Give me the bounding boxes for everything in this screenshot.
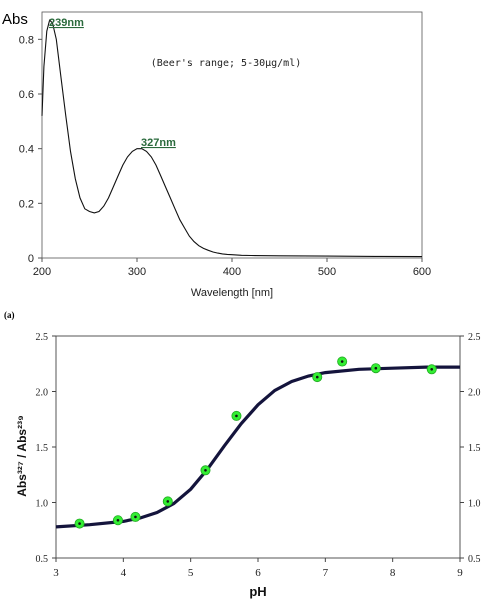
ph-data-point-center xyxy=(374,366,378,370)
ph-y-tick-label: 1.0 xyxy=(36,499,49,510)
ph-y-tick-label: 2.5 xyxy=(36,332,49,343)
ph-data-point-center xyxy=(430,368,434,371)
ph-data-point-center xyxy=(78,522,81,525)
ph-x-tick-label: 5 xyxy=(188,567,194,579)
ph-x-tick-label: 4 xyxy=(121,567,127,579)
ph-x-tick-label: 6 xyxy=(255,567,261,579)
absorbance-spectrum-line xyxy=(41,19,423,258)
ph-y2-tick-label: 1.5 xyxy=(468,443,481,454)
ph-ticks: 3 4 5 6 7 8 9 0.5 0.5 1.0 1.0 1.5 1.5 2.0 2.0 2.5 2.5 xyxy=(36,332,481,579)
spectrum-ylabel: Abs xyxy=(2,11,28,28)
spectrum-y-tick-label: 0.6 xyxy=(19,89,34,101)
spectrum-xlabel: Wavelength [nm] xyxy=(191,287,273,299)
spectrum-x-tick-label: 500 xyxy=(318,266,336,278)
peak-label-327nm: 327nm xyxy=(141,137,176,149)
ph-x-tick-label: 7 xyxy=(323,567,329,579)
peak-label-239nm: 239nm xyxy=(49,17,84,29)
ph-xlabel: pH xyxy=(249,584,266,599)
beers-range-annotation: (Beer's range; 5-30μg/ml) xyxy=(151,58,302,69)
uv-spectrum-chart: 200 300 400 500 600 0 0.2 0.4 0.6 0.8 Abs Wavelen… xyxy=(2,11,431,299)
spectrum-x-tick-label: 600 xyxy=(413,266,431,278)
ph-y2-tick-label: 2.5 xyxy=(468,332,481,343)
ph-data-point-center xyxy=(116,518,120,522)
spectrum-x-tick-label: 400 xyxy=(223,266,241,278)
ph-data-point-center xyxy=(340,360,344,363)
spectrum-x-tick-label: 200 xyxy=(33,266,51,278)
ph-data-point-center xyxy=(235,414,238,418)
ph-y2-tick-label: 2.0 xyxy=(468,388,481,399)
ph-y2-tick-label: 0.5 xyxy=(468,554,481,565)
ph-data-points xyxy=(74,356,437,529)
ph-data-point-center xyxy=(134,515,137,519)
spectrum-y-tick-label: 0 xyxy=(28,253,34,265)
ph-data-point-center xyxy=(315,375,319,379)
ph-y-tick-label: 2.0 xyxy=(36,388,49,399)
ph-x-tick-label: 3 xyxy=(53,567,59,579)
ph-y2-tick-label: 1.0 xyxy=(468,499,481,510)
ph-data-point-center xyxy=(204,469,207,472)
ph-x-tick-label: 9 xyxy=(457,567,463,579)
spectrum-y-tick-label: 0.2 xyxy=(19,198,34,210)
spectrum-ticks: 200 300 400 500 600 0 0.2 0.4 0.6 0.8 xyxy=(19,34,431,278)
ph-ylabel: Abs³²⁷ / Abs²³⁹ xyxy=(15,415,29,497)
ph-x-tick-label: 8 xyxy=(390,567,396,579)
spectrum-y-tick-label: 0.4 xyxy=(19,144,34,156)
ph-data-point-center xyxy=(166,500,170,503)
spectrum-x-tick-label: 300 xyxy=(128,266,146,278)
ph-y-tick-label: 0.5 xyxy=(36,554,49,565)
ph-y-tick-label: 1.5 xyxy=(36,443,49,454)
spectrum-y-tick-label: 0.8 xyxy=(19,34,34,46)
panel-label-a: (a) xyxy=(4,310,15,320)
sigmoid-fit-curve xyxy=(55,365,460,529)
